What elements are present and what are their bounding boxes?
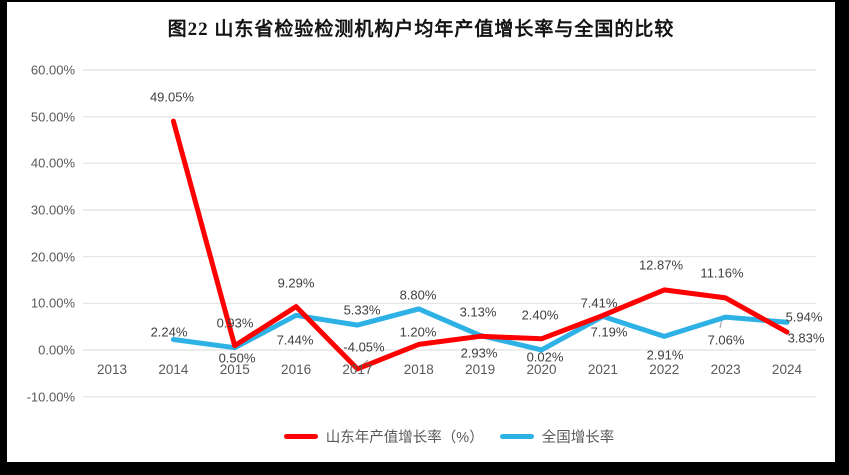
data-label: 12.87% (638, 257, 684, 273)
y-axis-tick: 0.00% (38, 342, 75, 358)
document-page: 图22 山东省检验检测机构户均年产值增长率与全国的比较 60.00% 50.00%… (7, 2, 835, 462)
x-axis-tick: 2019 (465, 362, 496, 377)
x-axis-tick: 2013 (96, 362, 128, 377)
data-label: 7.19% (590, 324, 628, 340)
data-label: 0.50% (218, 350, 256, 366)
legend-line-swatch-red (283, 434, 318, 439)
data-label: 3.13% (459, 304, 497, 320)
series-line-shandong (170, 118, 790, 372)
data-label: 9.29% (277, 275, 315, 291)
data-label: 7.06% (707, 332, 745, 348)
x-axis-tick: 2015 (219, 362, 250, 377)
legend-label-national: 全国增长率 (541, 430, 615, 446)
data-label: 7.41% (580, 295, 618, 311)
x-axis-tick: 2023 (710, 362, 741, 377)
data-label: 2.24% (150, 324, 188, 340)
x-axis-tick: 2024 (771, 362, 802, 377)
y-axis-tick: 50.00% (30, 109, 75, 125)
data-label: 0.02% (526, 349, 564, 365)
line-chart-plot-area (83, 69, 816, 398)
x-axis-tick: 2017 (342, 362, 373, 377)
chart-legend: 山东年产值增长率（%） 全国增长率 (35, 426, 849, 447)
x-axis-tick: 2021 (587, 362, 618, 377)
data-label: 1.20% (399, 324, 437, 340)
data-label: 5.33% (343, 302, 381, 318)
data-label: 11.16% (700, 265, 744, 281)
data-label: 2.40% (521, 307, 559, 323)
data-label: -4.05% (343, 339, 385, 355)
data-label: 5.94% (785, 309, 823, 325)
data-label: 2.93% (460, 345, 498, 361)
y-axis-tick: 20.00% (30, 249, 75, 265)
data-label: 49.05% (149, 89, 195, 105)
x-axis-tick: 2016 (281, 362, 312, 377)
x-axis-tick: 2014 (158, 362, 189, 377)
data-label: 2.91% (646, 347, 684, 363)
data-label: 7.44% (276, 332, 314, 348)
y-axis-tick: 40.00% (30, 155, 75, 171)
data-label: 3.83% (787, 330, 825, 346)
x-axis-tick: 2018 (403, 362, 434, 377)
legend-item-shandong[interactable]: 山东年产值增长率（%） (283, 426, 484, 447)
data-label: 8.80% (399, 287, 437, 303)
legend-item-national[interactable]: 全国增长率 (499, 426, 615, 447)
y-axis-tick: -10.00% (26, 389, 75, 405)
x-axis-tick: 2022 (649, 362, 680, 377)
legend-line-swatch-blue (499, 434, 534, 439)
data-label: 0.93% (216, 315, 254, 331)
y-axis-tick: 60.00% (30, 62, 75, 78)
legend-label-shandong: 山东年产值增长率（%） (325, 430, 484, 446)
x-axis-tick: 2020 (526, 362, 557, 377)
y-axis-tick: 10.00% (30, 295, 75, 311)
y-axis-tick: 30.00% (30, 202, 75, 218)
chart-title: 图22 山东省检验检测机构户均年产值增长率与全国的比较 (167, 19, 675, 40)
